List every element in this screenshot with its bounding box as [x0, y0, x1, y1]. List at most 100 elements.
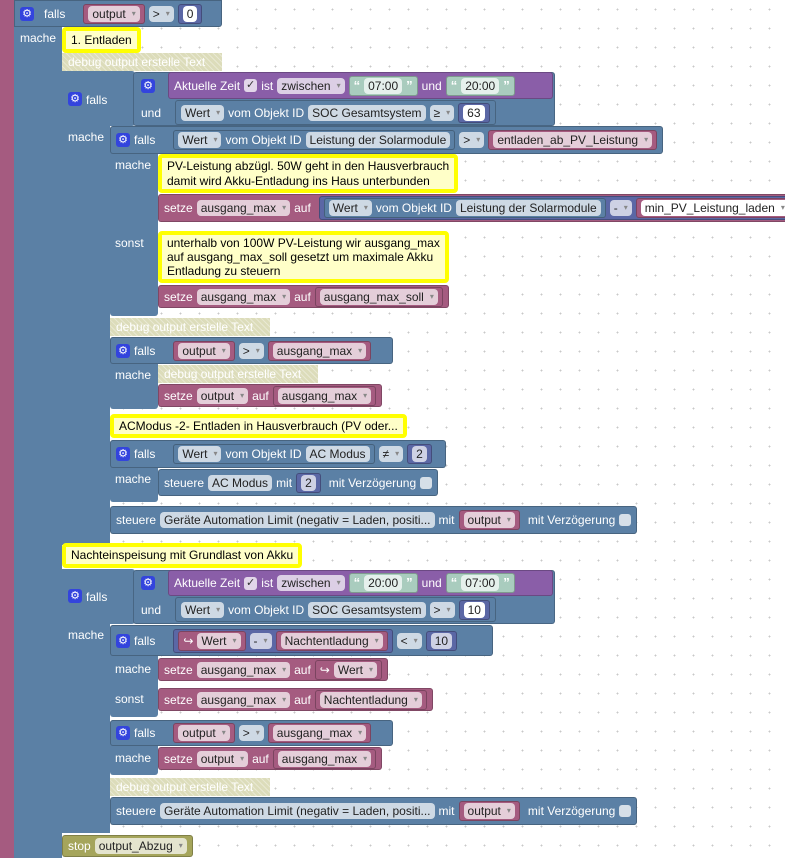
- operator-dropdown[interactable]: ≥: [429, 104, 455, 121]
- variable-dropdown[interactable]: output: [178, 725, 230, 741]
- variable-dropdown[interactable]: output: [196, 387, 249, 404]
- value-dropdown[interactable]: Wert: [197, 632, 241, 649]
- operator-dropdown[interactable]: ≠: [378, 446, 404, 462]
- comment-block[interactable]: ACModus -2- Entladen in Hausverbrauch (P…: [110, 414, 407, 438]
- comment-block[interactable]: unterhalb von 100W PV-Leistung wir ausga…: [158, 231, 449, 283]
- time-compare-block[interactable]: Aktuelle Zeit✓ist zwischen “07:00” und “…: [168, 72, 553, 99]
- debug-block[interactable]: debug output erstelle Text ...: [62, 53, 222, 83]
- math-block[interactable]: ↪Wert-Nachtentladung: [173, 628, 393, 653]
- variable-dropdown[interactable]: ausgang_max: [277, 387, 372, 404]
- variable-block[interactable]: ausgang_max_soll: [314, 286, 443, 307]
- operator-dropdown[interactable]: >: [148, 5, 174, 22]
- variable-block[interactable]: output: [173, 340, 235, 361]
- if-block[interactable]: ⚙ falls ↪Wert-Nachtentladung <10: [110, 625, 493, 656]
- variable-dropdown[interactable]: ausgang_max_soll: [319, 288, 438, 305]
- variable-dropdown[interactable]: output: [196, 750, 249, 767]
- value-dropdown[interactable]: Wert: [178, 132, 222, 148]
- variable-dropdown[interactable]: ausgang_max: [196, 200, 291, 216]
- number-block[interactable]: 63: [458, 102, 490, 123]
- number-block[interactable]: 2: [296, 472, 321, 493]
- text-block[interactable]: “20:00”: [348, 573, 418, 593]
- gear-icon[interactable]: ⚙: [116, 343, 130, 358]
- number-field[interactable]: 10: [430, 632, 453, 649]
- operator-dropdown[interactable]: >: [238, 342, 264, 359]
- value-dropdown[interactable]: Wert: [181, 104, 225, 121]
- time-to-field[interactable]: 20:00: [461, 77, 500, 94]
- gear-icon[interactable]: ⚙: [116, 633, 130, 648]
- checkbox[interactable]: ✓: [244, 79, 258, 92]
- gear-icon[interactable]: ⚙: [68, 92, 82, 106]
- number-block[interactable]: 0: [177, 3, 203, 24]
- debug-block[interactable]: debug output erstelle Text ...: [110, 778, 270, 808]
- comment-block[interactable]: Nachteinspeisung mit Grundlast von Akku: [62, 543, 303, 568]
- variable-block[interactable]: output: [458, 801, 520, 821]
- variable-dropdown[interactable]: output: [88, 5, 140, 22]
- number-field[interactable]: 2: [412, 446, 427, 462]
- debug-block[interactable]: debug output erstelle Text ...: [158, 365, 318, 395]
- local-variable-block[interactable]: ↪ Wert: [178, 630, 246, 651]
- control-block[interactable]: steuere AC Modus mit 2 mit Verzögerung: [158, 469, 439, 496]
- object-id-field[interactable]: AC Modus: [208, 474, 273, 491]
- object-id-field[interactable]: AC Modus: [305, 446, 370, 462]
- variable-dropdown[interactable]: ausgang_max: [196, 691, 291, 708]
- object-id-field[interactable]: Leistung der Solarmodule: [455, 200, 601, 216]
- local-variable-block[interactable]: ↪ Wert: [314, 659, 382, 680]
- text-block[interactable]: “07:00”: [348, 75, 418, 96]
- variable-block[interactable]: Nachtentladung: [275, 630, 388, 651]
- variable-block[interactable]: ausgang_max: [267, 723, 372, 743]
- operator-dropdown[interactable]: >: [238, 725, 264, 741]
- time-compare-block[interactable]: Aktuelle Zeit✓ist zwischen “20:00” und “…: [168, 570, 553, 596]
- object-id-field[interactable]: Geräte Automation Limit (negativ = Laden…: [160, 803, 435, 819]
- variable-block[interactable]: output: [83, 3, 145, 24]
- gear-icon[interactable]: ⚙: [116, 726, 130, 740]
- variable-block[interactable]: ausgang_max: [272, 748, 377, 769]
- gear-icon[interactable]: ⚙: [141, 576, 155, 590]
- gear-icon[interactable]: ⚙: [20, 6, 34, 21]
- number-field[interactable]: 63: [463, 104, 485, 121]
- number-field[interactable]: 0: [182, 5, 198, 22]
- number-block[interactable]: 2: [407, 444, 432, 464]
- variable-dropdown[interactable]: ausgang_max: [272, 725, 367, 741]
- variable-dropdown[interactable]: output: [178, 342, 230, 359]
- operator-dropdown[interactable]: >: [459, 132, 485, 148]
- number-block[interactable]: 10: [458, 599, 490, 620]
- set-block[interactable]: setzeoutputauf ausgang_max: [158, 747, 383, 770]
- value-dropdown[interactable]: Wert: [178, 446, 222, 462]
- mode-dropdown[interactable]: zwischen: [277, 77, 345, 94]
- if-block[interactable]: ⚙ falls output > ausgang_max: [110, 337, 393, 364]
- debug-block[interactable]: debug output erstelle Text ...: [110, 318, 270, 348]
- value-dropdown[interactable]: Wert: [333, 661, 377, 678]
- variable-dropdown[interactable]: ausgang_max: [272, 342, 367, 359]
- object-id-field[interactable]: SOC Gesamtsystem: [308, 104, 426, 121]
- mode-dropdown[interactable]: zwischen: [277, 575, 345, 591]
- object-id-field[interactable]: SOC Gesamtsystem: [308, 601, 426, 618]
- variable-dropdown[interactable]: entladen_ab_PV_Leistung: [493, 132, 653, 148]
- time-from-field[interactable]: 20:00: [364, 575, 403, 591]
- variable-dropdown[interactable]: ausgang_max: [277, 750, 372, 767]
- object-id-field[interactable]: Geräte Automation Limit (negativ = Laden…: [160, 512, 435, 528]
- text-block[interactable]: “20:00”: [445, 75, 515, 96]
- gear-icon[interactable]: ⚙: [141, 79, 155, 93]
- variable-dropdown[interactable]: ausgang_max: [196, 288, 291, 305]
- operator-dropdown[interactable]: -: [249, 632, 272, 649]
- variable-dropdown[interactable]: ausgang_max: [196, 661, 291, 678]
- operator-dropdown[interactable]: >: [429, 601, 455, 618]
- variable-block[interactable]: ausgang_max: [267, 340, 372, 361]
- variable-block[interactable]: output: [173, 723, 235, 743]
- delay-checkbox[interactable]: [619, 805, 632, 817]
- value-dropdown[interactable]: Wert: [328, 200, 372, 216]
- variable-block[interactable]: ausgang_max: [272, 385, 377, 406]
- variable-block[interactable]: entladen_ab_PV_Leistung: [488, 130, 658, 150]
- checkbox[interactable]: ✓: [244, 576, 258, 590]
